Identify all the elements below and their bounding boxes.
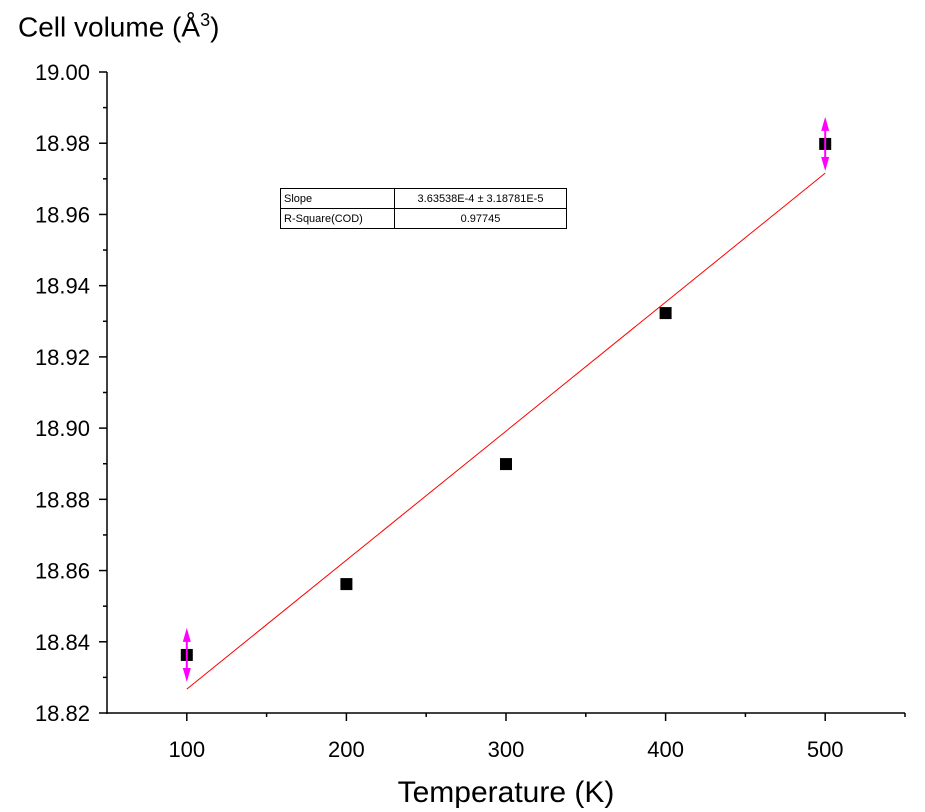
error-bar-arrow-down-icon (182, 668, 191, 683)
y-tick-label: 19.00 (35, 60, 90, 85)
y-tick-label: 18.94 (35, 274, 90, 299)
fit-label: R-Square(COD) (280, 208, 395, 229)
fit-value: 3.63538E-4 ± 3.18781E-5 (394, 188, 567, 209)
fit-label: Slope (280, 188, 395, 209)
y-tick-label: 18.92 (35, 345, 90, 370)
data-point (340, 578, 353, 591)
x-tick-label: 400 (647, 737, 684, 762)
fit-results-table: Slope 3.63538E-4 ± 3.18781E-5 R-Square(C… (280, 188, 567, 229)
fit-line (186, 172, 826, 690)
data-point (500, 458, 512, 471)
x-tick-label: 200 (328, 737, 365, 762)
x-tick-label: 500 (807, 737, 844, 762)
table-row: R-Square(COD) 0.97745 (280, 208, 567, 229)
data-point (659, 307, 672, 320)
y-tick-label: 18.86 (35, 559, 90, 584)
x-axis-label: Temperature (K) (397, 776, 615, 809)
y-tick-label: 18.98 (35, 131, 90, 156)
y-tick-label: 18.88 (35, 487, 90, 512)
y-tick-label: 18.84 (35, 630, 90, 655)
x-tick-label: 300 (488, 737, 525, 762)
y-tick-label: 18.96 (35, 202, 90, 227)
y-axis-label-text: Cell volume (Å (18, 11, 201, 43)
fit-value: 0.97745 (394, 208, 567, 229)
y-tick-label: 18.82 (35, 701, 90, 726)
table-row: Slope 3.63538E-4 ± 3.18781E-5 (280, 188, 567, 209)
error-bar-arrow-up-icon (182, 627, 191, 642)
y-tick-label: 18.90 (35, 416, 90, 441)
error-bar-arrow-up-icon (821, 116, 830, 131)
error-bar-arrow-down-icon (821, 156, 830, 171)
y-axis-label-close: ) (210, 11, 220, 43)
y-axis-label-superscript: 3 (200, 10, 211, 30)
y-axis-label: Cell volume (Å3) (18, 10, 219, 43)
x-tick-label: 100 (168, 737, 205, 762)
